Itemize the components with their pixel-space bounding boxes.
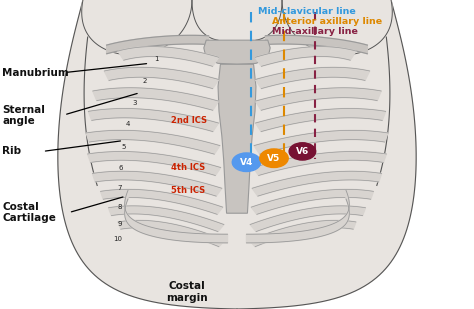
Text: 5th ICS: 5th ICS: [171, 185, 205, 195]
Circle shape: [232, 153, 261, 171]
Polygon shape: [255, 47, 356, 66]
Polygon shape: [58, 0, 416, 309]
Text: Sternal: Sternal: [2, 105, 45, 115]
Polygon shape: [255, 108, 386, 132]
Polygon shape: [282, 0, 392, 55]
Text: Manubrium: Manubrium: [2, 68, 69, 78]
Text: V6: V6: [296, 147, 309, 156]
Polygon shape: [88, 151, 221, 176]
Polygon shape: [118, 220, 225, 247]
Polygon shape: [82, 0, 192, 55]
Text: 1: 1: [154, 56, 159, 62]
Circle shape: [289, 143, 316, 160]
Text: Mid-axillary line: Mid-axillary line: [272, 27, 357, 36]
Text: 4th ICS: 4th ICS: [171, 163, 205, 172]
Polygon shape: [125, 190, 228, 243]
Text: V5: V5: [267, 154, 281, 163]
Polygon shape: [93, 88, 219, 110]
Polygon shape: [104, 67, 219, 89]
Text: 8: 8: [117, 204, 122, 210]
Text: Cartilage: Cartilage: [2, 213, 56, 223]
Text: 3: 3: [133, 99, 137, 106]
Text: 9: 9: [117, 221, 122, 227]
Polygon shape: [255, 67, 370, 89]
Text: 7: 7: [117, 185, 122, 192]
Polygon shape: [107, 35, 209, 54]
Text: V4: V4: [240, 158, 253, 167]
Text: 2: 2: [142, 78, 147, 84]
Polygon shape: [250, 206, 365, 231]
Polygon shape: [253, 151, 386, 176]
Polygon shape: [255, 88, 381, 110]
Polygon shape: [251, 189, 374, 214]
Polygon shape: [86, 130, 220, 154]
Polygon shape: [100, 189, 223, 214]
Text: 5: 5: [121, 144, 126, 150]
Polygon shape: [109, 206, 224, 231]
Polygon shape: [218, 64, 256, 213]
Polygon shape: [265, 35, 367, 54]
Polygon shape: [88, 108, 219, 132]
Text: 4: 4: [126, 121, 130, 127]
Text: Rib: Rib: [2, 146, 21, 156]
Text: Anterior axillary line: Anterior axillary line: [272, 17, 382, 26]
Text: Mid-clavicular line: Mid-clavicular line: [258, 7, 356, 16]
Polygon shape: [92, 171, 222, 196]
Text: Costal: Costal: [2, 202, 39, 212]
Circle shape: [260, 149, 288, 167]
Text: 2nd ICS: 2nd ICS: [171, 116, 207, 125]
Polygon shape: [204, 40, 270, 64]
Polygon shape: [249, 220, 356, 247]
Polygon shape: [254, 130, 388, 154]
Polygon shape: [246, 190, 349, 243]
Polygon shape: [192, 0, 282, 40]
Text: Costal
margin: Costal margin: [166, 281, 208, 303]
Text: angle: angle: [2, 116, 35, 125]
Text: 10: 10: [113, 236, 122, 243]
Polygon shape: [252, 171, 382, 196]
Polygon shape: [118, 47, 219, 66]
Text: 6: 6: [118, 165, 123, 171]
